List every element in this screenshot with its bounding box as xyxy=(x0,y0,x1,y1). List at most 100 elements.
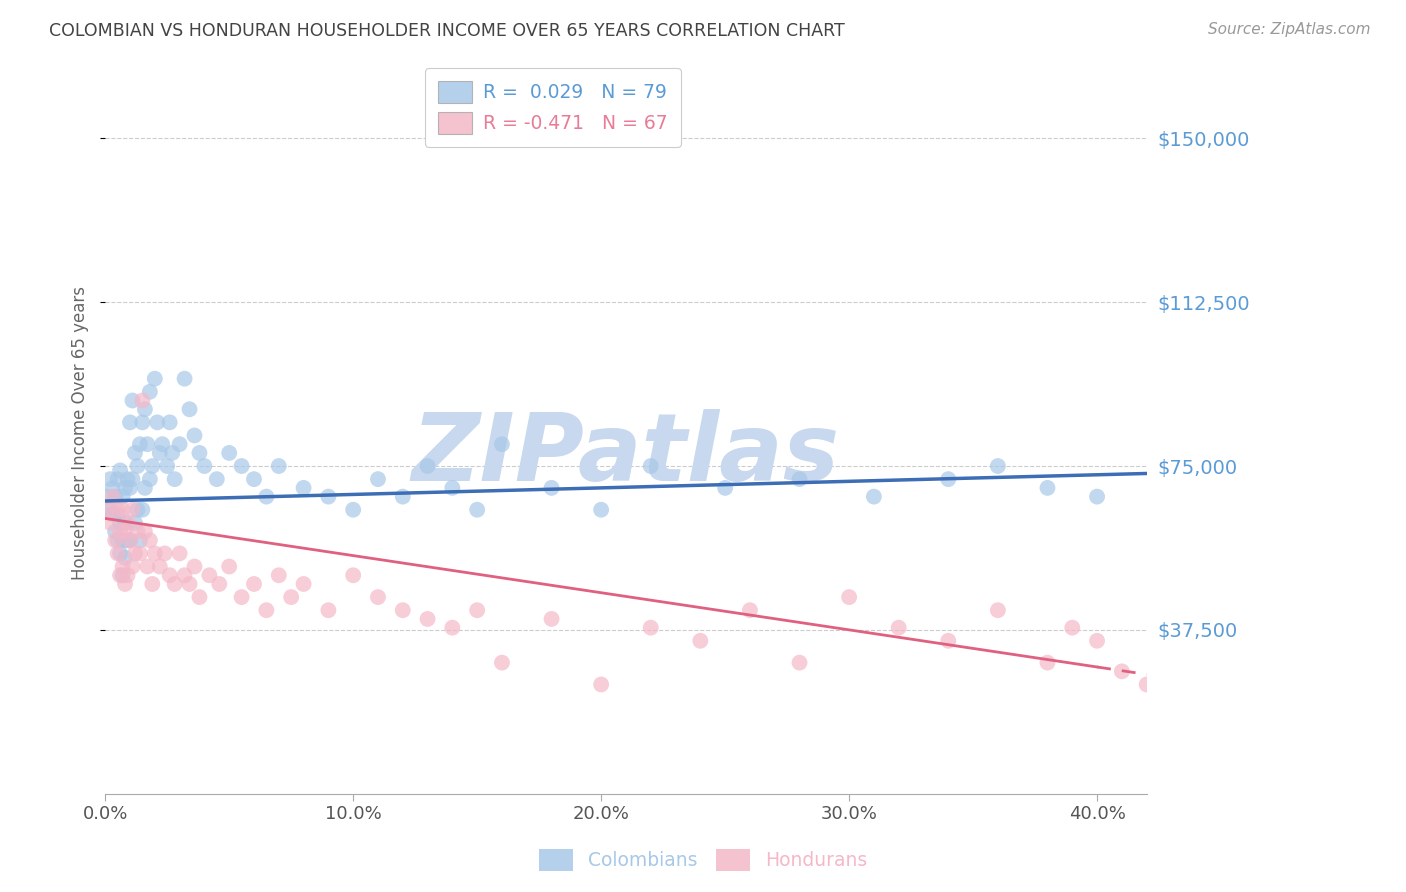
Point xyxy=(108,516,131,530)
Point xyxy=(416,458,439,473)
Point xyxy=(1085,490,1108,504)
Point xyxy=(169,437,191,451)
Point xyxy=(143,372,166,386)
Point xyxy=(391,603,413,617)
Point xyxy=(243,577,266,591)
Point xyxy=(640,458,662,473)
Point xyxy=(789,472,811,486)
Point xyxy=(114,577,136,591)
Point xyxy=(124,516,146,530)
Point xyxy=(107,502,129,516)
Point xyxy=(163,577,186,591)
Text: Source: ZipAtlas.com: Source: ZipAtlas.com xyxy=(1208,22,1371,37)
Point xyxy=(987,458,1010,473)
Point xyxy=(689,633,711,648)
Point xyxy=(129,437,152,451)
Point xyxy=(441,621,464,635)
Point xyxy=(141,458,163,473)
Point xyxy=(169,546,191,560)
Text: COLOMBIAN VS HONDURAN HOUSEHOLDER INCOME OVER 65 YEARS CORRELATION CHART: COLOMBIAN VS HONDURAN HOUSEHOLDER INCOME… xyxy=(49,22,845,40)
Point xyxy=(114,481,136,495)
Point xyxy=(1062,621,1084,635)
Point xyxy=(540,612,562,626)
Point xyxy=(149,446,172,460)
Point xyxy=(101,481,124,495)
Point xyxy=(205,472,228,486)
Point xyxy=(540,481,562,495)
Point xyxy=(121,502,143,516)
Point xyxy=(97,502,120,516)
Point xyxy=(179,402,201,417)
Point xyxy=(107,472,129,486)
Point xyxy=(127,502,149,516)
Point xyxy=(1085,633,1108,648)
Point xyxy=(134,402,156,417)
Point xyxy=(149,559,172,574)
Legend: R =  0.029   N = 79, R = -0.471   N = 67: R = 0.029 N = 79, R = -0.471 N = 67 xyxy=(425,68,681,147)
Point xyxy=(160,446,183,460)
Point xyxy=(591,502,613,516)
Point xyxy=(159,568,181,582)
Point xyxy=(465,603,488,617)
Point xyxy=(114,550,136,565)
Point xyxy=(114,524,136,539)
Point xyxy=(108,524,131,539)
Point xyxy=(318,490,340,504)
Point xyxy=(101,490,124,504)
Point xyxy=(1036,656,1059,670)
Point xyxy=(131,393,153,408)
Point xyxy=(188,446,211,460)
Point xyxy=(118,415,141,429)
Point xyxy=(491,656,513,670)
Point xyxy=(108,568,131,582)
Point xyxy=(231,590,253,604)
Point xyxy=(117,568,139,582)
Point xyxy=(491,437,513,451)
Point xyxy=(838,590,860,604)
Point xyxy=(367,472,389,486)
Text: ZIPatlas: ZIPatlas xyxy=(412,409,839,501)
Point xyxy=(139,533,162,548)
Point xyxy=(111,559,134,574)
Point xyxy=(789,656,811,670)
Point xyxy=(127,458,149,473)
Point xyxy=(640,621,662,635)
Point xyxy=(936,633,959,648)
Point xyxy=(107,507,129,521)
Point xyxy=(136,437,159,451)
Point xyxy=(111,533,134,548)
Point xyxy=(887,621,910,635)
Point xyxy=(131,502,153,516)
Point xyxy=(863,490,886,504)
Point xyxy=(117,516,139,530)
Point xyxy=(292,577,315,591)
Point xyxy=(139,472,162,486)
Point xyxy=(108,546,131,560)
Point xyxy=(159,415,181,429)
Point xyxy=(163,472,186,486)
Point xyxy=(139,384,162,399)
Point xyxy=(118,533,141,548)
Point xyxy=(121,393,143,408)
Point xyxy=(101,507,124,521)
Point xyxy=(114,516,136,530)
Point xyxy=(280,590,302,604)
Legend: Colombians, Hondurans: Colombians, Hondurans xyxy=(531,841,875,878)
Point xyxy=(218,446,240,460)
Point xyxy=(416,612,439,626)
Point xyxy=(129,546,152,560)
Point xyxy=(104,524,127,539)
Point xyxy=(111,568,134,582)
Point xyxy=(131,415,153,429)
Point xyxy=(153,546,176,560)
Point xyxy=(231,458,253,473)
Point xyxy=(218,559,240,574)
Point xyxy=(367,590,389,604)
Point xyxy=(156,458,179,473)
Point xyxy=(1136,677,1159,691)
Point xyxy=(98,516,121,530)
Point xyxy=(183,428,205,442)
Point xyxy=(117,533,139,548)
Point xyxy=(1111,665,1133,679)
Point xyxy=(936,472,959,486)
